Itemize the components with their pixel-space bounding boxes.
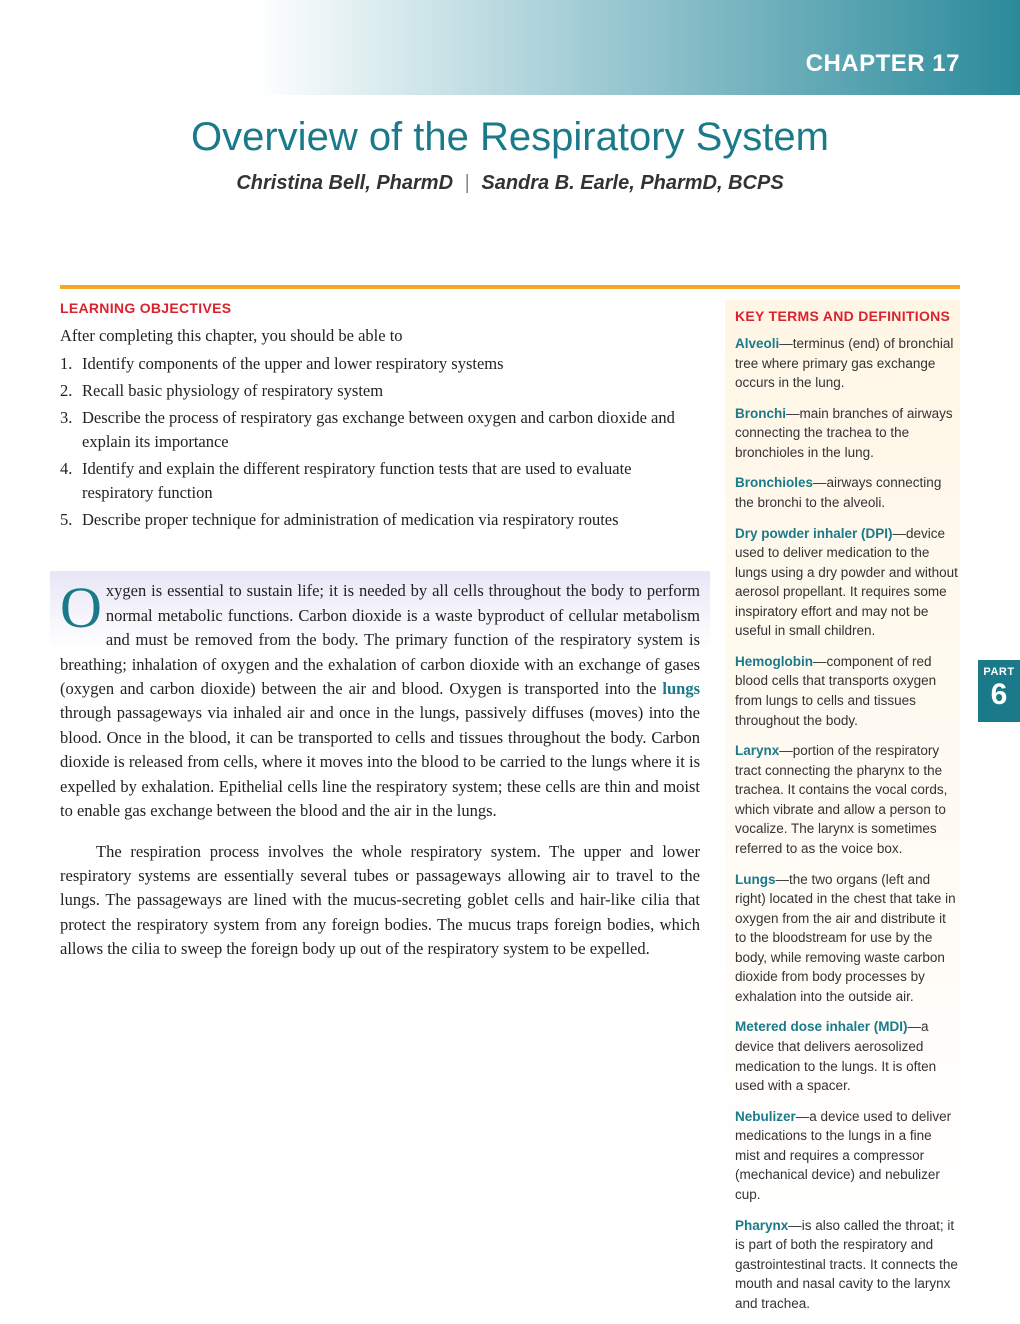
part-label: PART: [978, 666, 1020, 678]
keyterm-item: Bronchi—main branches of airways connect…: [735, 404, 960, 463]
objectives-intro: After completing this chapter, you shoul…: [60, 326, 700, 346]
keyterm-definition: —the two organs (left and right) located…: [735, 872, 956, 1004]
objective-item: Describe proper technique for administra…: [60, 508, 700, 532]
main-column: LEARNING OBJECTIVES After completing thi…: [60, 300, 700, 1324]
keyterms-list: Alveoli—terminus (end) of bronchial tree…: [735, 334, 960, 1313]
keyterm-name: Nebulizer: [735, 1109, 796, 1124]
keyterms-heading: KEY TERMS AND DEFINITIONS: [735, 308, 960, 324]
keyterm-name: Lungs: [735, 872, 776, 887]
author-2: Sandra B. Earle, PharmD, BCPS: [481, 172, 783, 194]
keyterm-item: Metered dose inhaler (MDI)—a device that…: [735, 1017, 960, 1095]
objective-item: Recall basic physiology of respiratory s…: [60, 379, 700, 403]
keyterm-name: Hemoglobin: [735, 654, 813, 669]
keyterm-item: Lungs—the two organs (left and right) lo…: [735, 870, 960, 1007]
p1-text-b: through passageways via inhaled air and …: [60, 703, 700, 820]
objectives-list: Identify components of the upper and low…: [60, 352, 700, 531]
chapter-label: CHAPTER 17: [806, 50, 960, 78]
keyterm-name: Larynx: [735, 743, 779, 758]
keyterm-definition: —portion of the respiratory tract connec…: [735, 743, 947, 856]
author-separator: |: [465, 172, 470, 194]
chapter-title: Overview of the Respiratory System: [60, 115, 960, 160]
objectives-heading: LEARNING OBJECTIVES: [60, 300, 700, 316]
keyterm-item: Bronchioles—airways connecting the bronc…: [735, 473, 960, 512]
keyterm-definition: —device used to deliver medication to th…: [735, 526, 958, 639]
keyterm-name: Bronchi: [735, 406, 786, 421]
sidebar-column: KEY TERMS AND DEFINITIONS Alveoli—termin…: [725, 300, 960, 1324]
keyterm-item: Pharynx—is also called the throat; it is…: [735, 1216, 960, 1314]
keyterm-item: Alveoli—terminus (end) of bronchial tree…: [735, 334, 960, 393]
p1-text-a: Oxygen is essential to sustain life; it …: [60, 581, 700, 698]
header-gradient: [0, 0, 1020, 95]
objective-item: Describe the process of respiratory gas …: [60, 406, 700, 454]
author-1: Christina Bell, PharmD: [236, 172, 453, 194]
section-rule: [60, 285, 960, 289]
content-columns: LEARNING OBJECTIVES After completing thi…: [60, 300, 960, 1324]
keyterm-name: Bronchioles: [735, 475, 813, 490]
intro-paragraph-wrap: Oxygen is essential to sustain life; it …: [60, 579, 700, 823]
authors-line: Christina Bell, PharmD | Sandra B. Earle…: [60, 172, 960, 195]
bold-term-lungs: lungs: [662, 679, 700, 698]
objective-item: Identify and explain the different respi…: [60, 457, 700, 505]
keyterm-item: Hemoglobin—component of red blood cells …: [735, 652, 960, 730]
keyterm-name: Alveoli: [735, 336, 779, 351]
title-block: Overview of the Respiratory System Chris…: [60, 115, 960, 195]
objective-item: Identify components of the upper and low…: [60, 352, 700, 376]
part-tab: PART 6: [978, 660, 1020, 722]
keyterm-name: Dry powder inhaler (DPI): [735, 526, 893, 541]
keyterm-item: Larynx—portion of the respiratory tract …: [735, 741, 960, 858]
part-number: 6: [978, 680, 1020, 710]
body-paragraph-1: Oxygen is essential to sustain life; it …: [60, 579, 700, 823]
keyterm-item: Nebulizer—a device used to deliver medic…: [735, 1107, 960, 1205]
body-paragraph-2: The respiration process involves the who…: [60, 840, 700, 962]
keyterm-name: Pharynx: [735, 1218, 788, 1233]
body-text: Oxygen is essential to sustain life; it …: [60, 579, 700, 961]
keyterm-item: Dry powder inhaler (DPI)—device used to …: [735, 524, 960, 641]
keyterm-name: Metered dose inhaler (MDI): [735, 1019, 908, 1034]
